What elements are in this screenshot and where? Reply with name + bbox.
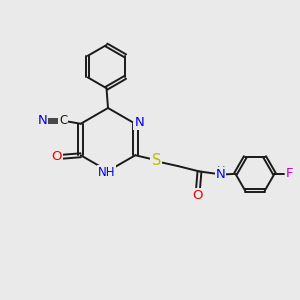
Text: F: F (286, 167, 293, 180)
Text: H: H (217, 166, 225, 176)
Text: N: N (38, 114, 47, 127)
Text: N: N (134, 116, 144, 129)
Text: NH: NH (98, 166, 115, 179)
Text: N: N (216, 168, 225, 181)
Text: C: C (59, 114, 68, 127)
Text: S: S (152, 153, 161, 168)
Text: O: O (193, 189, 203, 202)
Text: O: O (52, 150, 62, 163)
